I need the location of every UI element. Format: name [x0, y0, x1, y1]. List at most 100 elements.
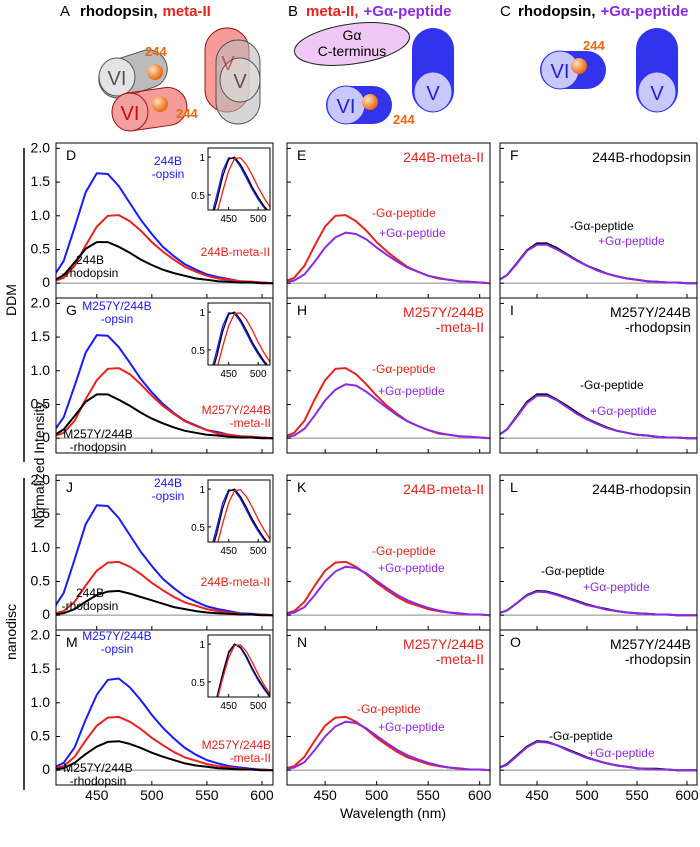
curve-annotation: -meta-II — [230, 751, 271, 765]
panel: 00.51.01.52.0 J 244B-opsin244B-meta-II244B… — [31, 471, 274, 631]
inset-background — [208, 635, 270, 697]
panel: L 244B-rhodopsin -Gα-peptide +Gα-peptide — [499, 474, 698, 631]
curve-annotation: M257Y/244B — [202, 403, 271, 417]
curve-annotation: M257Y/244B — [82, 299, 151, 313]
x-tick-label: 450 — [525, 787, 549, 803]
inset-x-tick-label: 500 — [250, 546, 267, 557]
panel-letter: F — [510, 147, 519, 163]
curve-annotation: -opsin — [152, 489, 185, 503]
plot-frame — [286, 629, 491, 786]
helix-label: VI — [108, 68, 127, 90]
panel: 450 500 550 600 N M257Y/244B-meta-II -Gα-pepti… — [286, 629, 492, 803]
inset-line — [213, 156, 269, 210]
panel-title: -rhodopsin — [625, 319, 691, 335]
panel-title: 244B-rhodopsin — [592, 149, 691, 165]
spectrum-line — [56, 393, 273, 440]
spectrum-line — [287, 231, 490, 285]
header-part: +Gα-peptide — [601, 3, 689, 20]
helix-label: V — [426, 83, 440, 105]
y-tick-label: 1.5 — [31, 505, 51, 521]
curve-annotation: -Gα-peptide — [570, 219, 634, 233]
header-part: +Gα-peptide — [364, 3, 452, 20]
inset-x-tick-label: 500 — [250, 214, 267, 225]
curve-annotation: M257Y/244B — [82, 629, 151, 643]
spectrum-line — [500, 740, 697, 772]
panel: 00.51.01.52.0 D 244B-opsin244B-meta-II244B… — [31, 139, 274, 299]
x-tick-label: 450 — [313, 787, 337, 803]
probe-sphere — [147, 64, 163, 80]
panel-title: 244B-rhodopsin — [592, 481, 691, 497]
spectrum-line — [500, 590, 697, 617]
x-tick-label: 550 — [625, 787, 649, 803]
inset-line — [217, 644, 270, 697]
helix-end — [98, 57, 136, 97]
curve-annotation: -opsin — [101, 312, 134, 326]
inset-line — [217, 312, 270, 365]
residue-label: 244 — [583, 38, 605, 53]
inset-line — [217, 157, 270, 210]
peptide-shape — [293, 22, 411, 66]
panel-title: 244B-meta-II — [403, 481, 484, 497]
panel-letter: J — [66, 479, 73, 495]
curve-annotation: -Gα-peptide — [549, 729, 613, 743]
x-tick-label: 500 — [575, 787, 599, 803]
panel-letter: K — [297, 479, 307, 495]
y-tick-label: 0 — [42, 429, 50, 445]
inset-line — [213, 311, 269, 365]
plot-frame — [286, 297, 491, 454]
x-tick-label: 600 — [250, 787, 274, 803]
curve-annotation: +Gα-peptide — [598, 234, 665, 248]
y-tick-label: 1.5 — [31, 328, 51, 344]
panel-letter: D — [66, 147, 76, 163]
curve-annotation: -Gα-peptide — [541, 564, 605, 578]
spectrum-line — [287, 720, 490, 772]
header-part: rhodopsin, — [518, 3, 596, 20]
inset-x-tick-label: 500 — [250, 701, 267, 712]
header-part: meta-II, — [306, 3, 359, 20]
curve-annotation: 244B — [154, 154, 182, 168]
curve-annotation: -Gα-peptide — [372, 206, 436, 220]
curve-annotation: -Gα-peptide — [357, 702, 421, 716]
panel-title: -rhodopsin — [625, 651, 691, 667]
helix-label: V — [233, 71, 247, 93]
spectrum-line — [287, 565, 490, 617]
y-tick-label: 2.0 — [31, 139, 51, 155]
inset-y-tick-label: 0.5 — [191, 678, 205, 689]
y-tick-label: 1.5 — [31, 173, 51, 189]
panel-title: M257Y/244B — [610, 636, 691, 652]
y-tick-label: 1.0 — [31, 539, 51, 555]
curve-annotation: -Gα-peptide — [372, 544, 436, 558]
spectrum-line — [287, 383, 490, 440]
inset-line — [217, 489, 270, 542]
x-axis-label: Wavelength (nm) — [340, 805, 446, 821]
panel-title: -meta-II — [436, 319, 484, 335]
panel-letter: O — [510, 634, 521, 650]
inset-frame — [207, 479, 271, 543]
panel-letter: M — [66, 634, 78, 650]
panel-title: M257Y/244B — [403, 636, 484, 652]
probe-sphere — [152, 96, 168, 112]
curve-annotation: 244B — [154, 476, 182, 490]
panel-letter: A — [60, 3, 70, 20]
y-tick-label: 2.0 — [31, 294, 51, 310]
panel-title: M257Y/244B — [403, 304, 484, 320]
curve-annotation: -rhodopsin — [70, 774, 127, 788]
panel: E 244B-meta-II -Gα-peptide +Gα-peptide — [286, 142, 491, 299]
panel-letter: L — [510, 479, 518, 495]
curve-annotation: -rhodopsin — [70, 440, 127, 454]
panel: K 244B-meta-II -Gα-peptide +Gα-peptide — [286, 474, 491, 631]
spectrum-line — [56, 241, 273, 285]
panel-letter: G — [66, 302, 77, 318]
spectrum-line — [56, 677, 273, 772]
curve-annotation: 244B — [76, 253, 104, 267]
helix-end — [637, 71, 677, 113]
inset-x-tick-label: 450 — [220, 701, 237, 712]
x-tick-label: 600 — [468, 787, 492, 803]
spectrum-line — [56, 589, 273, 617]
helix-label: V — [650, 83, 664, 105]
panel-letter: C — [500, 3, 511, 20]
residue-label: 244 — [176, 106, 198, 121]
x-tick-label: 550 — [195, 787, 219, 803]
